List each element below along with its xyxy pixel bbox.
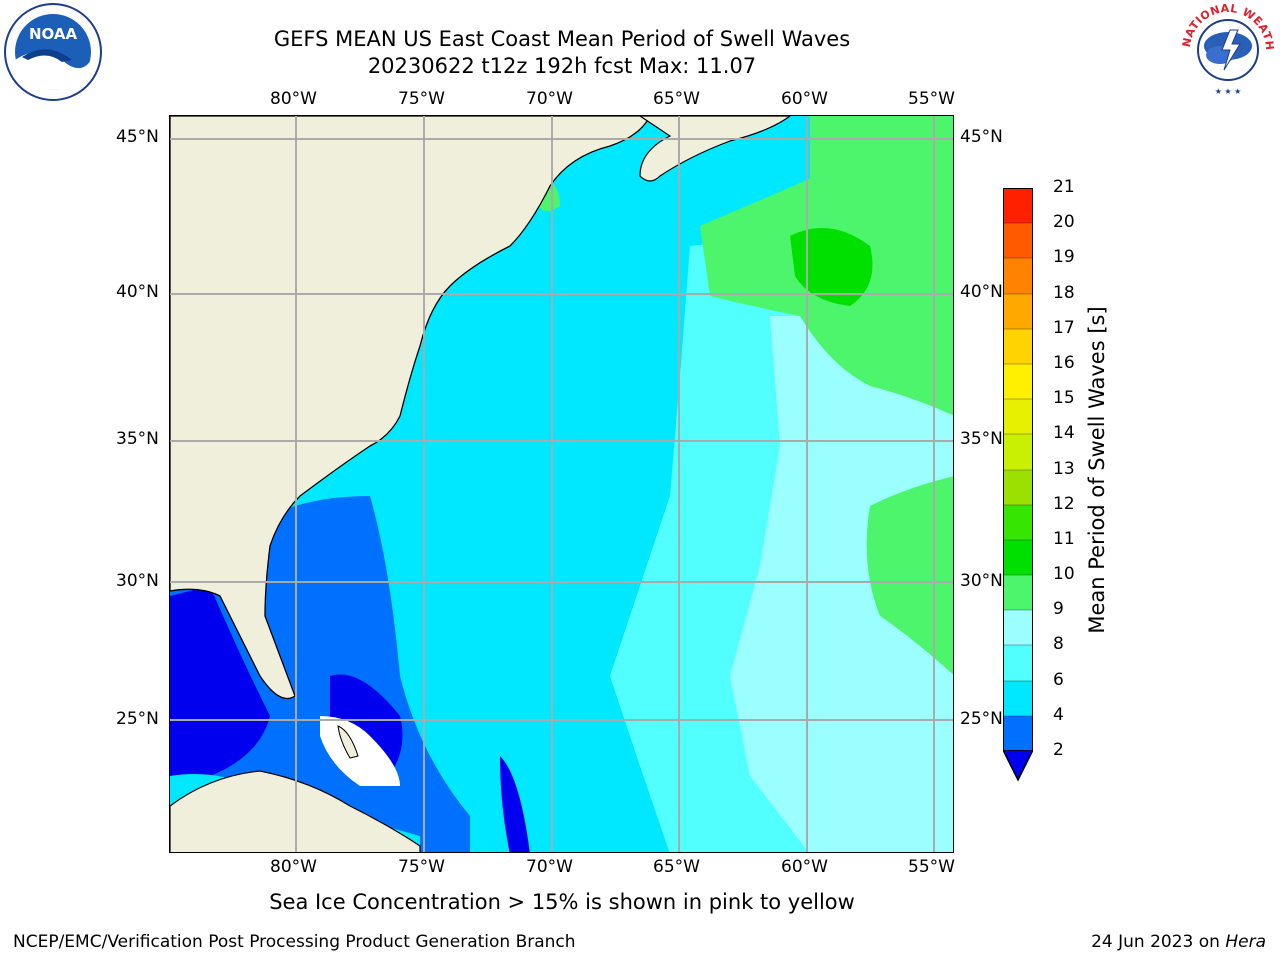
colorbar-tick-label: 19 — [1053, 247, 1075, 268]
lon-tick-bottom: 65°W — [653, 857, 700, 877]
colorbar-extend-low — [1003, 750, 1033, 782]
swell-zone-11 — [790, 228, 873, 306]
colorbar-cell — [1003, 469, 1033, 505]
colorbar-frame — [1003, 188, 1033, 751]
colorbar-cell — [1003, 645, 1033, 681]
chart-title: GEFS MEAN US East Coast Mean Period of S… — [273, 27, 851, 51]
colorbar-tick-label: 6 — [1053, 669, 1064, 690]
colorbar-tick-label: 4 — [1053, 704, 1064, 725]
lon-tick-bottom: 70°W — [526, 857, 573, 877]
swell-period-map — [169, 115, 954, 853]
colorbar-tick-label: 13 — [1053, 458, 1075, 479]
lon-tick-bottom: 60°W — [781, 857, 828, 877]
footer-branch: NCEP/EMC/Verification Post Processing Pr… — [13, 932, 576, 952]
lat-tick-right: 25°N — [960, 709, 1003, 729]
colorbar-cell — [1003, 258, 1033, 294]
lon-tick-top: 80°W — [270, 89, 317, 109]
colorbar-tick-label: 9 — [1053, 599, 1064, 620]
lat-tick-left: 25°N — [116, 709, 159, 729]
noaa-logo: NOAA — [2, 2, 104, 102]
lat-tick-right: 40°N — [960, 282, 1003, 302]
lat-tick-right: 35°N — [960, 429, 1003, 449]
colorbar-tick-label: 20 — [1053, 212, 1075, 233]
lat-tick-right: 30°N — [960, 571, 1003, 591]
graticule — [170, 116, 953, 852]
footer-machine: Hera — [1225, 932, 1266, 952]
sea-ice-note: Sea Ice Concentration > 15% is shown in … — [269, 890, 855, 914]
land-north-america — [170, 116, 651, 700]
lon-tick-bottom: 80°W — [270, 857, 317, 877]
chart-subtitle: 20230622 t12z 192h fcst Max: 11.07 — [367, 54, 757, 78]
swell-zone-10-southeast — [866, 476, 953, 675]
colorbar-tick-label: 21 — [1053, 177, 1075, 197]
swell-zone-9 — [730, 316, 953, 852]
colorbar-tick-label: 12 — [1053, 493, 1075, 514]
colorbar-tick-label: 15 — [1053, 388, 1075, 409]
nws-logo: NATIONAL WEATHER SERVICE ★ ★ ★ — [1173, 0, 1278, 100]
noaa-logo-text: NOAA — [29, 25, 78, 43]
lat-tick-left: 30°N — [116, 571, 159, 591]
footer-date: 24 Jun 2023 on Hera — [1091, 932, 1266, 952]
colorbar-tick-label: 2 — [1053, 740, 1064, 760]
lat-tick-right: 45°N — [960, 127, 1003, 147]
land-bahamas — [337, 725, 359, 759]
lon-tick-bottom: 55°W — [908, 857, 955, 877]
swell-zone-10-top — [810, 116, 953, 226]
colorbar-tick-label: 14 — [1053, 423, 1075, 444]
lon-tick-bottom: 75°W — [398, 857, 445, 877]
lat-tick-left: 35°N — [116, 429, 159, 449]
colorbar-tick-label: 18 — [1053, 282, 1075, 303]
swell-zone-2-gulf — [170, 586, 270, 776]
colorbar-cell — [1003, 328, 1033, 364]
lat-tick-left: 40°N — [116, 282, 159, 302]
lon-tick-top: 65°W — [653, 89, 700, 109]
colorbar-tick-label: 10 — [1053, 564, 1075, 585]
svg-text:★ ★ ★: ★ ★ ★ — [1215, 87, 1242, 96]
colorbar-tick-label: 8 — [1053, 634, 1064, 655]
colorbar-cell — [1003, 539, 1033, 576]
colorbar-cell — [1003, 504, 1033, 540]
colorbar-tick-label: 11 — [1053, 528, 1075, 549]
colorbar-cell — [1003, 434, 1033, 470]
colorbar-tick-label: 16 — [1053, 352, 1075, 373]
colorbar-tick-label: 17 — [1053, 317, 1075, 338]
lon-tick-top: 70°W — [526, 89, 573, 109]
land-nova-scotia — [638, 116, 792, 182]
lon-tick-top: 75°W — [398, 89, 445, 109]
map-canvas — [170, 116, 953, 852]
swell-zone-2-east — [500, 756, 530, 852]
lat-tick-left: 45°N — [116, 127, 159, 147]
lon-tick-top: 55°W — [908, 89, 955, 109]
colorbar-title: Mean Period of Swell Waves [s] — [1085, 306, 1109, 634]
lon-tick-top: 60°W — [781, 89, 828, 109]
